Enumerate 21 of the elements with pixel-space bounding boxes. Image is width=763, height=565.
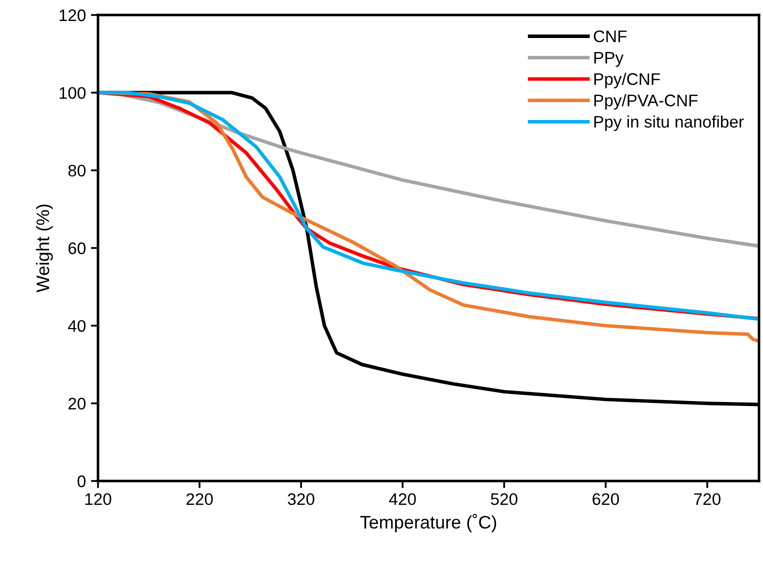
x-tick-label: 720 — [694, 493, 720, 506]
y-axis-title: Weight (%) — [36, 204, 53, 292]
y-tick-label: 0 — [78, 475, 86, 488]
y-tick-label: 100 — [60, 87, 86, 99]
y-tick-label: 20 — [68, 398, 86, 410]
x-tick-label: 620 — [592, 493, 619, 506]
x-tick-label: 320 — [288, 493, 314, 506]
x-tick-label: 220 — [186, 493, 213, 506]
x-tick-label: 520 — [490, 493, 518, 506]
x-tick-label: 120 — [85, 493, 112, 506]
legend-label: Ppy/PVA-CNF — [594, 94, 698, 110]
legend-label: Ppy/CNF — [594, 72, 660, 88]
y-tick-label: 60 — [68, 242, 86, 254]
x-axis-title: Temperature (˚C) — [360, 514, 496, 532]
y-tick-label: 40 — [68, 320, 86, 332]
legend-label: PPy — [594, 52, 624, 67]
y-tick-label: 80 — [68, 164, 86, 177]
x-tick-label: 420 — [389, 493, 416, 506]
legend-label: CNF — [594, 30, 627, 42]
y-tick-label: 120 — [60, 9, 86, 22]
legend-label: Ppy in situ nanofiber — [594, 115, 744, 132]
